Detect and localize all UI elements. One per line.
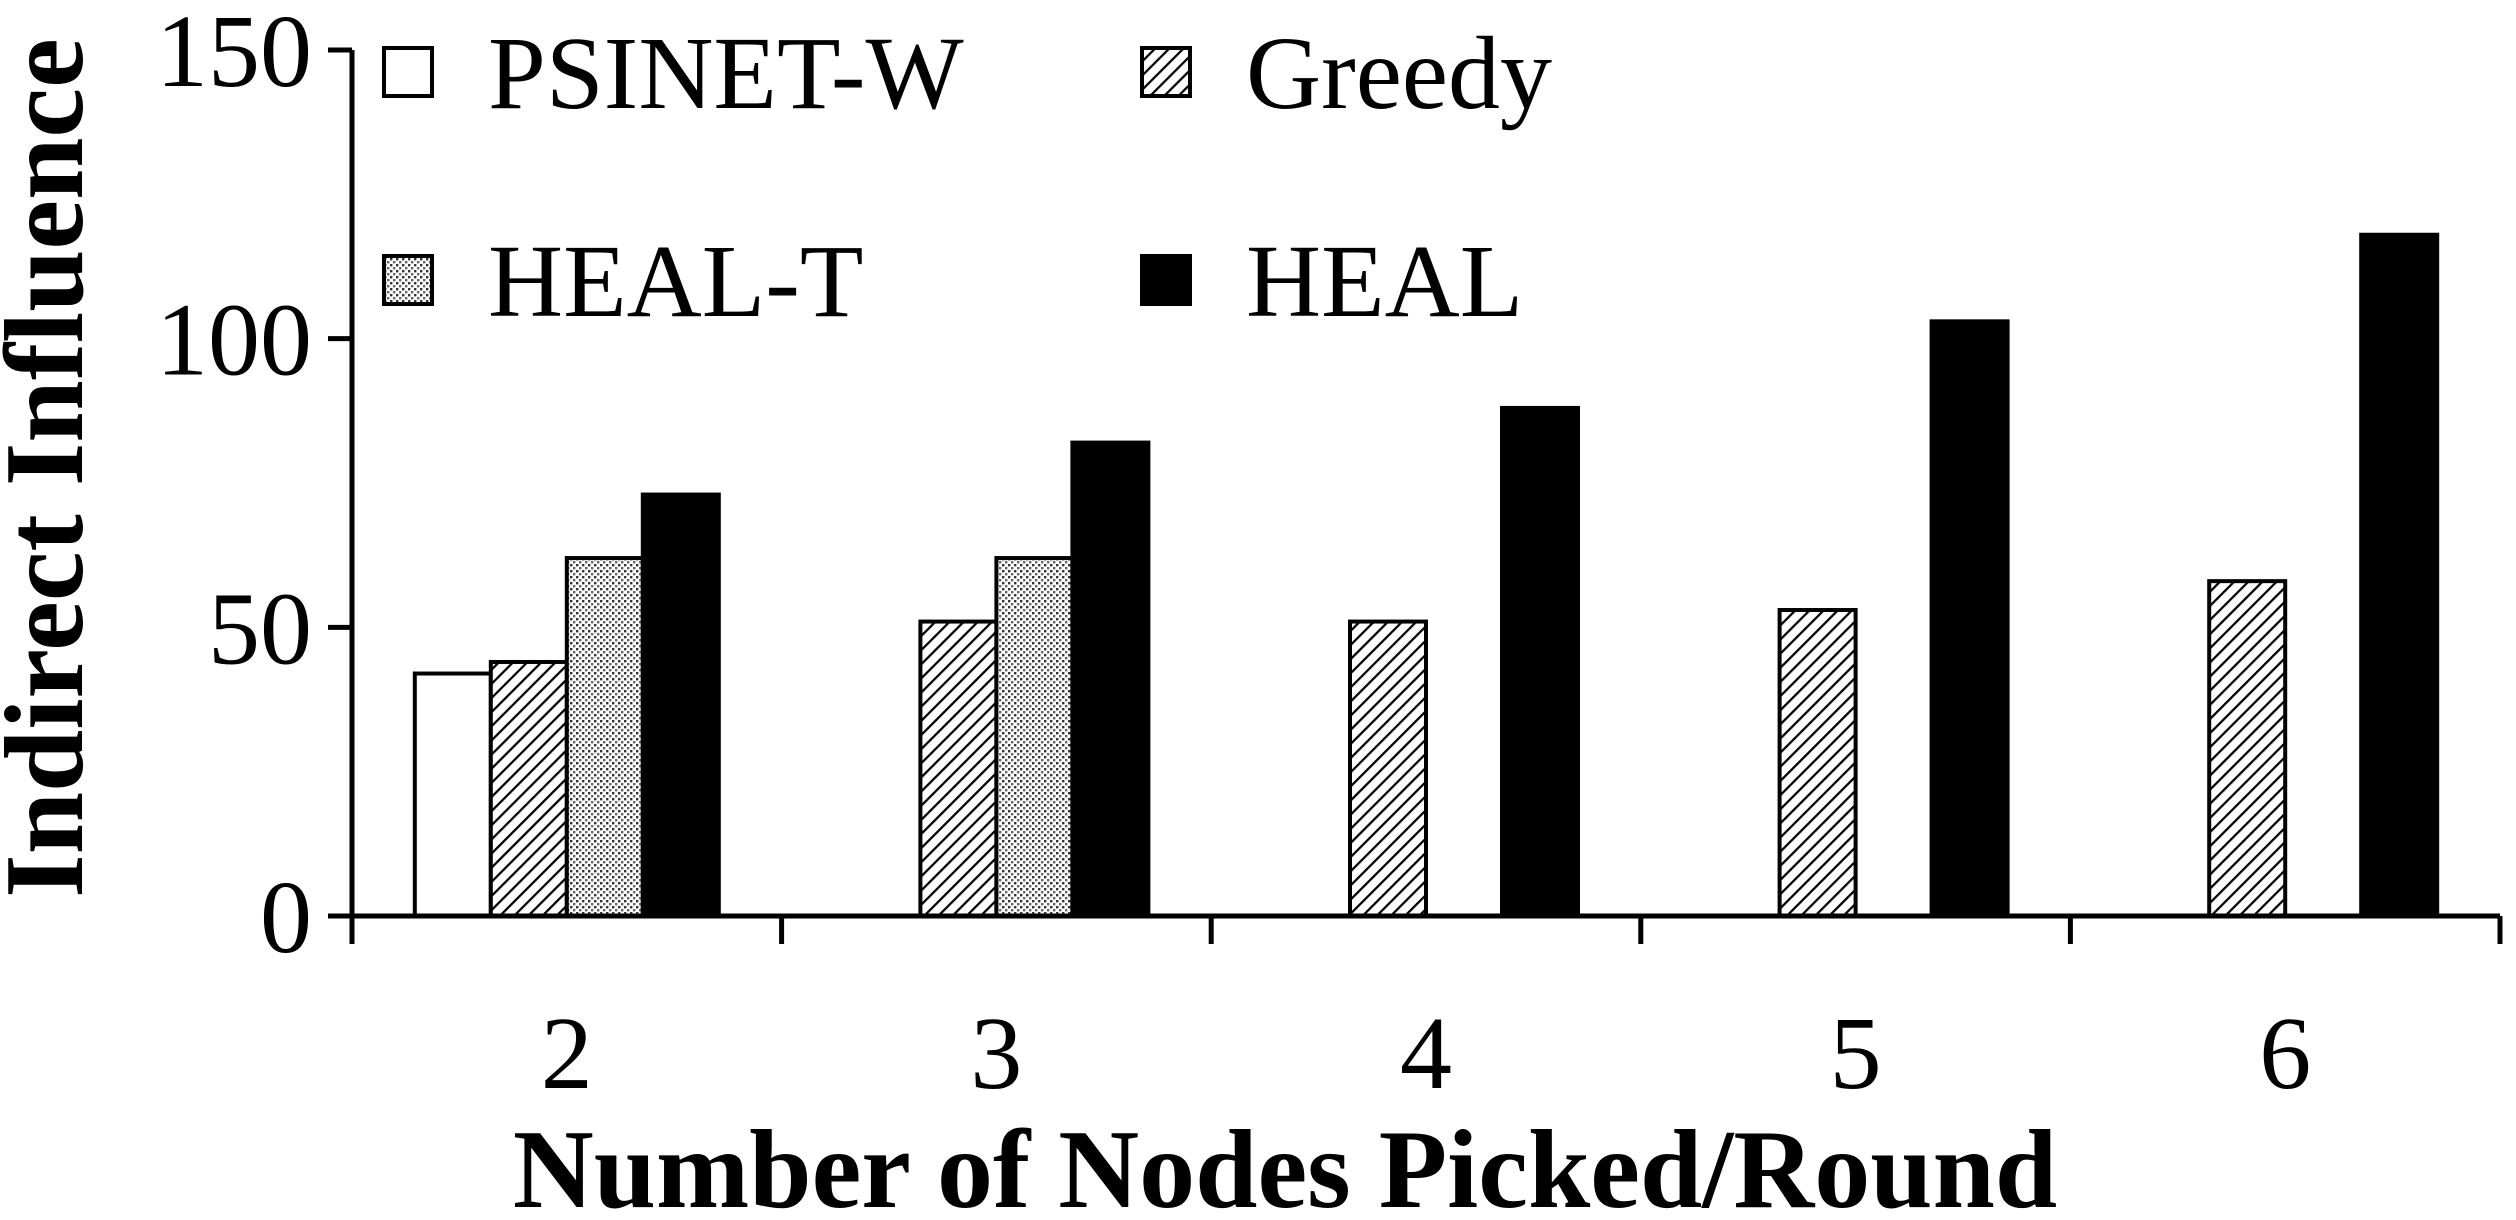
y-tick-label-100: 100 bbox=[156, 283, 312, 398]
y-tick-label-0: 0 bbox=[260, 860, 312, 975]
y-axis-title: Indirect Influence bbox=[0, 38, 107, 898]
bar-heal-3 bbox=[1070, 440, 1151, 918]
legend-swatch-psinet-w bbox=[382, 46, 434, 98]
legend-label-heal: HEAL bbox=[1246, 224, 1523, 339]
bar-greedy-6 bbox=[2207, 579, 2288, 918]
bar-greedy-3 bbox=[918, 619, 999, 918]
x-tick-label-4: 4 bbox=[1400, 996, 1452, 1111]
bar-psinet-w-2 bbox=[412, 671, 493, 919]
legend-swatch-heal-t bbox=[382, 254, 434, 306]
bar-greedy-4 bbox=[1348, 619, 1428, 918]
x-axis-title: Number of Nodes Picked/Round bbox=[513, 1108, 2057, 1220]
bar-heal-5 bbox=[1929, 319, 2010, 918]
legend-swatch-greedy bbox=[1140, 46, 1192, 98]
bar-heal-2 bbox=[640, 492, 721, 918]
bar-greedy-2 bbox=[488, 659, 569, 918]
x-tick-label-5: 5 bbox=[1830, 996, 1882, 1111]
legend-swatch-heal bbox=[1140, 254, 1192, 306]
legend-label-greedy: Greedy bbox=[1246, 16, 1552, 131]
x-tick-label-6: 6 bbox=[2259, 996, 2311, 1111]
bar-heal-t-2 bbox=[564, 556, 645, 918]
legend-item-heal: HEAL bbox=[1140, 224, 1523, 339]
y-axis-title-group: Indirect Influence bbox=[0, 38, 107, 898]
legend-item-greedy: Greedy bbox=[1140, 16, 1552, 131]
legend: PSINET-W Greedy HEAL-T HEAL bbox=[382, 16, 1552, 339]
x-tick-label-2: 2 bbox=[541, 996, 593, 1111]
legend-item-psinet-w: PSINET-W bbox=[382, 16, 964, 131]
legend-label-psinet-w: PSINET-W bbox=[488, 16, 964, 131]
legend-item-heal-t: HEAL-T bbox=[382, 224, 863, 339]
legend-label-heal-t: HEAL-T bbox=[488, 224, 863, 339]
bar-greedy-5 bbox=[1777, 608, 1858, 918]
x-tick-label-3: 3 bbox=[970, 996, 1022, 1111]
bar-heal-t-3 bbox=[994, 556, 1075, 918]
y-tick-label-50: 50 bbox=[208, 571, 312, 686]
axes-group: 0 50 100 150 2 3 4 5 6 bbox=[156, 0, 2503, 1111]
bar-heal-4 bbox=[1500, 405, 1580, 918]
bar-heal-6 bbox=[2359, 232, 2440, 919]
y-tick-label-150: 150 bbox=[156, 0, 312, 109]
bars-group bbox=[412, 232, 2440, 919]
